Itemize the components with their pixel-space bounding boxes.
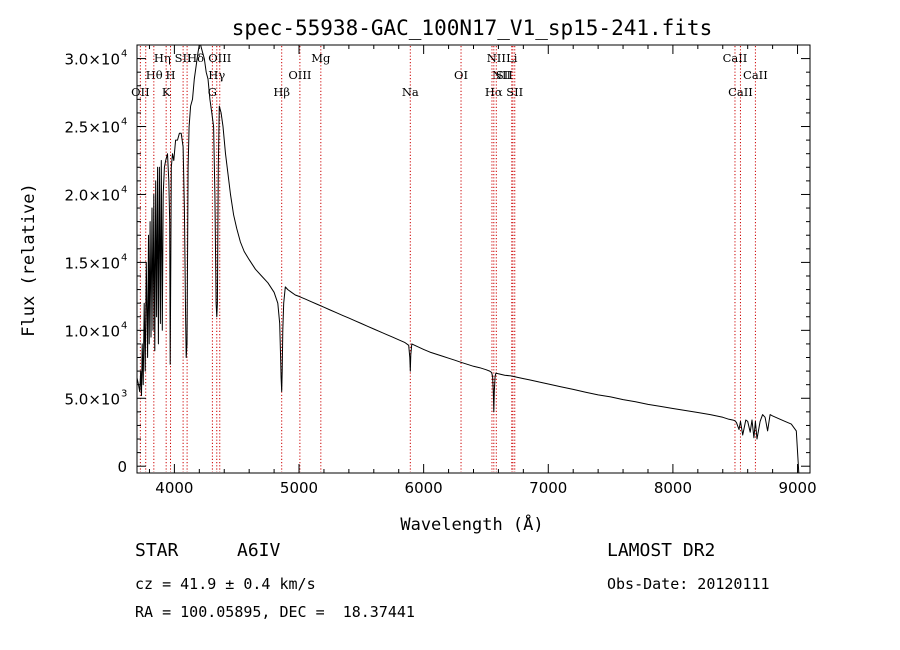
- y-tick-label-6: 3.0×10: [64, 51, 120, 69]
- x-tick-label-3: 7000: [529, 479, 567, 497]
- y-tick-label-2: 1.0×10: [64, 322, 120, 340]
- y-tick-exponent-5: 4: [121, 117, 127, 128]
- y-axis-label: Flux (relative): [19, 183, 39, 337]
- x-axis-label: Wavelength (Å): [400, 513, 543, 535]
- redshift-cz: cz = 41.9 ± 0.4 km/s: [135, 575, 316, 593]
- line-label-6: Hδ: [187, 51, 204, 65]
- y-tick-label-4: 2.0×10: [64, 186, 120, 204]
- line-label-18: Li: [506, 51, 518, 65]
- line-label-14: OI: [454, 68, 468, 82]
- line-label-10: Hβ: [273, 85, 290, 99]
- x-tick-label-2: 6000: [405, 479, 443, 497]
- line-label-2: Hη: [154, 51, 171, 65]
- plot-frame: [136, 44, 811, 474]
- line-label-20: SII: [506, 85, 523, 99]
- object-type: STAR: [135, 540, 179, 561]
- line-label-7: G: [208, 85, 217, 99]
- line-label-3: K: [162, 85, 171, 99]
- y-tick-label-0: 0: [117, 458, 127, 476]
- line-label-12: Mg: [311, 51, 331, 65]
- line-label-19: SII: [496, 68, 513, 82]
- x-tick-label-1: 5000: [280, 479, 318, 497]
- ra-dec: RA = 100.05895, DEC = 18.37441: [135, 603, 415, 621]
- line-label-22: CaII: [728, 85, 753, 99]
- x-tick-label-5: 9000: [778, 479, 816, 497]
- x-tick-label-4: 8000: [654, 479, 692, 497]
- spectrum-series: [136, 44, 800, 474]
- line-label-0: OII: [131, 85, 150, 99]
- y-tick-exponent-2: 4: [121, 320, 127, 331]
- x-axis-ticks: 4000 5000 6000 7000 8000 9000: [148, 45, 817, 497]
- chart-title: spec-55938-GAC_100N17_V1_sp15-241.fits: [232, 16, 712, 40]
- x-tick-label-0: 4000: [155, 479, 193, 497]
- spectral-subclass: A6IV: [237, 540, 281, 561]
- line-label-16: Hα: [485, 85, 503, 99]
- line-label-23: CaII: [743, 68, 768, 82]
- line-label-9: OIII: [208, 51, 231, 65]
- survey-name: LAMOST DR2: [607, 540, 716, 561]
- line-label-4: H: [166, 68, 176, 82]
- obs-date: Obs-Date: 20120111: [607, 575, 770, 593]
- y-tick-label-3: 1.5×10: [64, 254, 120, 272]
- y-tick-exponent-3: 4: [121, 252, 127, 263]
- line-label-8: Hγ: [208, 68, 225, 82]
- y-axis-ticks: 05.0×10 31.0×10 41.5×10 42.0×10 42.5×10 43.0×…: [64, 44, 810, 476]
- line-label-11: OIII: [288, 68, 311, 82]
- y-tick-exponent-4: 4: [121, 184, 127, 195]
- line-label-21: CaII: [723, 51, 748, 65]
- y-tick-label-1: 5.0×10: [64, 390, 120, 408]
- line-markers: OIIHθHηKHSIIHδGHγOIIIHβOIIIMgNaOINIIHαNI…: [131, 46, 768, 472]
- spectrum-line: [136, 44, 800, 474]
- line-label-5: SII: [175, 51, 192, 65]
- y-tick-exponent-6: 4: [121, 49, 127, 60]
- y-tick-exponent-1: 3: [121, 388, 127, 399]
- line-label-13: Na: [402, 85, 419, 99]
- y-tick-label-5: 2.5×10: [64, 119, 120, 137]
- line-label-17: NII: [487, 51, 506, 65]
